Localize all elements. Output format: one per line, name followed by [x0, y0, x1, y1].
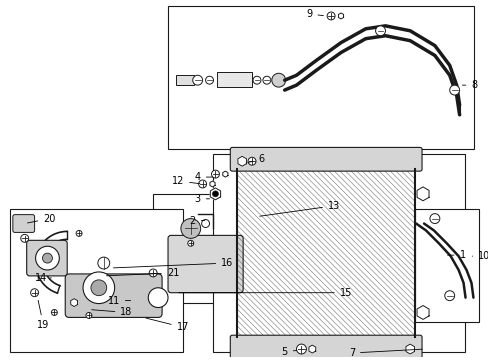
Text: 11: 11	[107, 296, 130, 306]
Text: 20: 20	[27, 213, 56, 224]
Circle shape	[212, 191, 218, 197]
Text: 18: 18	[92, 307, 132, 318]
Circle shape	[375, 26, 385, 36]
Text: 15: 15	[178, 288, 351, 298]
Circle shape	[149, 269, 157, 277]
Polygon shape	[308, 345, 315, 353]
Bar	[217, 72, 251, 87]
Text: 16: 16	[113, 258, 233, 268]
Bar	[10, 209, 183, 352]
Polygon shape	[71, 299, 78, 307]
Text: 3: 3	[194, 194, 209, 204]
Text: 5: 5	[281, 347, 296, 357]
Text: 1: 1	[447, 250, 465, 260]
Text: 12: 12	[171, 176, 200, 186]
Polygon shape	[405, 344, 414, 354]
Text: 19: 19	[37, 300, 49, 330]
Circle shape	[20, 234, 29, 242]
Circle shape	[429, 213, 439, 224]
Bar	[176, 75, 193, 85]
Text: 4: 4	[194, 172, 212, 182]
Circle shape	[148, 288, 168, 307]
Text: 21: 21	[106, 268, 179, 278]
Bar	[414, 209, 478, 322]
Circle shape	[252, 76, 261, 84]
Polygon shape	[237, 156, 246, 166]
Circle shape	[263, 76, 270, 84]
Circle shape	[36, 246, 59, 270]
FancyBboxPatch shape	[13, 215, 35, 233]
Text: 13: 13	[259, 201, 340, 216]
Circle shape	[449, 85, 459, 95]
Text: 17: 17	[146, 318, 189, 332]
Text: 6: 6	[247, 154, 264, 164]
Polygon shape	[416, 187, 428, 201]
Circle shape	[83, 272, 114, 303]
Circle shape	[205, 76, 213, 84]
Circle shape	[51, 310, 57, 315]
FancyBboxPatch shape	[230, 147, 421, 171]
Circle shape	[86, 312, 92, 318]
Polygon shape	[210, 188, 220, 200]
Text: 9: 9	[305, 9, 323, 19]
Polygon shape	[416, 306, 428, 319]
Circle shape	[181, 219, 200, 238]
Bar	[168, 6, 473, 149]
FancyBboxPatch shape	[65, 274, 162, 318]
Polygon shape	[223, 171, 227, 177]
Circle shape	[42, 253, 52, 263]
Circle shape	[444, 291, 454, 301]
Text: 14: 14	[35, 273, 51, 283]
Circle shape	[192, 75, 202, 85]
Bar	[237, 169, 414, 337]
Circle shape	[201, 220, 209, 228]
Circle shape	[326, 12, 334, 20]
Polygon shape	[209, 181, 215, 187]
FancyBboxPatch shape	[230, 335, 421, 359]
Text: 2: 2	[189, 216, 204, 226]
Circle shape	[271, 73, 285, 87]
Circle shape	[198, 180, 206, 188]
Circle shape	[98, 257, 109, 269]
Bar	[212, 154, 464, 352]
Bar	[153, 194, 266, 303]
Circle shape	[211, 170, 219, 178]
Circle shape	[31, 289, 39, 297]
Text: 8: 8	[462, 80, 476, 90]
Circle shape	[247, 157, 256, 165]
FancyBboxPatch shape	[168, 235, 243, 293]
Circle shape	[187, 240, 193, 246]
Circle shape	[76, 230, 82, 237]
Text: 7: 7	[348, 348, 421, 358]
Circle shape	[296, 344, 306, 354]
Text: 10: 10	[471, 251, 488, 261]
Circle shape	[91, 280, 106, 296]
FancyBboxPatch shape	[27, 240, 67, 276]
Polygon shape	[338, 13, 343, 19]
